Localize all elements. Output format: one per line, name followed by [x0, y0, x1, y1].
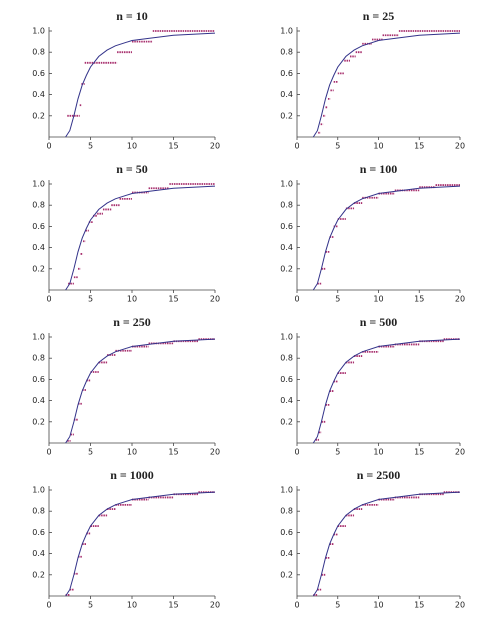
- y-tick-label: 0.8: [32, 354, 45, 363]
- x-tick-label: 20: [210, 448, 220, 457]
- y-tick-label: 0.8: [280, 48, 293, 57]
- chart-title: n = 50: [116, 162, 148, 176]
- y-tick-label: 0.2: [280, 417, 293, 426]
- x-tick-label: 20: [455, 448, 465, 457]
- y-tick-label: 0.2: [280, 111, 293, 120]
- y-tick-label: 0.8: [280, 201, 293, 210]
- x-tick-label: 0: [294, 601, 299, 610]
- y-tick-label: 0.6: [280, 528, 293, 537]
- x-tick-label: 10: [127, 295, 137, 304]
- x-tick-label: 15: [168, 142, 178, 151]
- x-tick-label: 15: [168, 295, 178, 304]
- x-tick-label: 10: [373, 142, 383, 151]
- y-tick-label: 0.8: [32, 507, 45, 516]
- y-tick-label: 0.8: [280, 507, 293, 516]
- chart-title: n = 500: [360, 315, 398, 329]
- x-tick-label: 0: [46, 601, 51, 610]
- y-tick-label: 0.8: [32, 201, 45, 210]
- x-tick-label: 0: [46, 295, 51, 304]
- x-tick-label: 5: [335, 295, 340, 304]
- x-tick-label: 5: [335, 601, 340, 610]
- y-tick-label: 0.2: [32, 417, 45, 426]
- x-tick-label: 5: [335, 142, 340, 151]
- y-tick-label: 0.4: [32, 549, 45, 558]
- chart-title: n = 250: [113, 315, 151, 329]
- y-tick-label: 0.4: [32, 396, 45, 405]
- x-tick-label: 15: [414, 601, 424, 610]
- y-tick-label: 0.6: [280, 69, 293, 78]
- x-tick-label: 10: [373, 295, 383, 304]
- x-tick-label: 10: [373, 601, 383, 610]
- x-tick-label: 20: [210, 142, 220, 151]
- x-tick-label: 0: [46, 142, 51, 151]
- y-tick-label: 0.6: [32, 375, 45, 384]
- cdf-curve: [65, 185, 216, 291]
- x-tick-label: 0: [294, 142, 299, 151]
- y-tick-label: 1.0: [32, 180, 45, 189]
- chart-title: n = 25: [363, 9, 395, 23]
- x-tick-label: 10: [127, 448, 137, 457]
- cdf-curve: [312, 185, 461, 291]
- y-tick-label: 0.6: [280, 222, 293, 231]
- x-tick-label: 20: [455, 601, 465, 610]
- chart-title: n = 10: [116, 9, 148, 23]
- y-tick-label: 1.0: [280, 180, 293, 189]
- x-tick-label: 20: [455, 295, 465, 304]
- x-tick-label: 20: [210, 601, 220, 610]
- x-tick-label: 15: [168, 601, 178, 610]
- y-tick-label: 0.2: [32, 264, 45, 273]
- cdf-curve: [312, 491, 461, 597]
- chart-title: n = 2500: [357, 468, 401, 482]
- x-tick-label: 15: [414, 448, 424, 457]
- y-tick-label: 0.4: [32, 243, 45, 252]
- y-tick-label: 1.0: [280, 333, 293, 342]
- y-tick-label: 0.4: [280, 549, 293, 558]
- x-tick-label: 15: [414, 142, 424, 151]
- x-tick-label: 10: [373, 448, 383, 457]
- x-tick-label: 15: [168, 448, 178, 457]
- x-tick-label: 10: [127, 142, 137, 151]
- y-tick-label: 0.4: [280, 243, 293, 252]
- cdf-curve: [312, 32, 461, 138]
- x-tick-label: 5: [88, 142, 93, 151]
- y-tick-label: 0.6: [280, 375, 293, 384]
- y-tick-label: 0.4: [32, 90, 45, 99]
- y-tick-label: 0.6: [32, 528, 45, 537]
- chart-title: n = 1000: [110, 468, 154, 482]
- x-tick-label: 0: [46, 448, 51, 457]
- cdf-curve: [65, 32, 216, 138]
- y-tick-label: 1.0: [32, 333, 45, 342]
- chart-title: n = 100: [360, 162, 398, 176]
- cdf-curve: [65, 338, 216, 444]
- y-tick-label: 1.0: [32, 27, 45, 36]
- y-tick-label: 0.2: [280, 264, 293, 273]
- x-tick-label: 5: [88, 601, 93, 610]
- y-tick-label: 0.2: [32, 570, 45, 579]
- x-tick-label: 0: [294, 448, 299, 457]
- y-tick-label: 0.6: [32, 222, 45, 231]
- y-tick-label: 0.6: [32, 69, 45, 78]
- y-tick-label: 0.2: [280, 570, 293, 579]
- x-tick-label: 10: [127, 601, 137, 610]
- y-tick-label: 0.4: [280, 396, 293, 405]
- x-tick-label: 20: [455, 142, 465, 151]
- x-tick-label: 5: [88, 295, 93, 304]
- cdf-curve: [312, 338, 461, 444]
- y-tick-label: 0.4: [280, 90, 293, 99]
- x-tick-label: 5: [88, 448, 93, 457]
- y-tick-label: 1.0: [280, 27, 293, 36]
- y-tick-label: 0.8: [32, 48, 45, 57]
- x-tick-label: 20: [210, 295, 220, 304]
- x-tick-label: 0: [294, 295, 299, 304]
- x-tick-label: 15: [414, 295, 424, 304]
- cdf-curve: [65, 491, 216, 597]
- y-tick-label: 1.0: [280, 486, 293, 495]
- y-tick-label: 0.8: [280, 354, 293, 363]
- x-tick-label: 5: [335, 448, 340, 457]
- y-tick-label: 1.0: [32, 486, 45, 495]
- y-tick-label: 0.2: [32, 111, 45, 120]
